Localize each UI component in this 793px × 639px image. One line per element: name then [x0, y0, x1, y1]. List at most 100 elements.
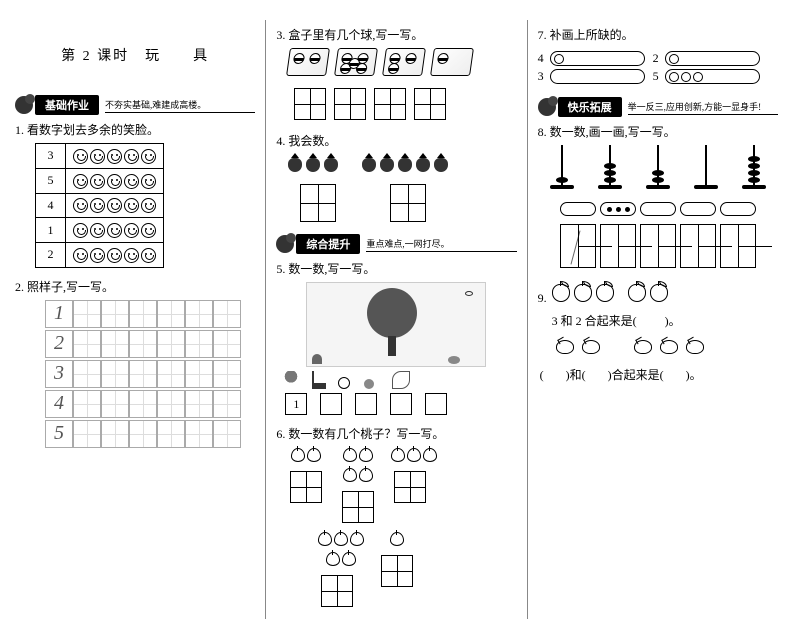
ball-tray	[334, 48, 378, 76]
ball-tray	[286, 48, 330, 76]
apple-icon	[574, 284, 592, 302]
pill-box	[600, 202, 636, 216]
trace-cell	[157, 360, 185, 388]
q2-text: 2. 照样子,写一写。	[15, 278, 255, 295]
section-happy: 快乐拓展 举一反三,应用创新,方能一显身手!	[538, 97, 778, 117]
q1-text: 1. 看数字划去多余的笑脸。	[15, 121, 255, 138]
smile-icon	[90, 149, 105, 164]
answer-box	[390, 184, 426, 222]
person-icon	[276, 235, 294, 253]
bar-row: 5	[653, 69, 760, 84]
answer-box	[300, 184, 336, 222]
trace-cell	[73, 330, 101, 358]
trace-row: 5	[45, 420, 255, 448]
answer-box	[355, 393, 377, 415]
question-7: 7. 补画上所缺的。 43 25	[538, 26, 778, 87]
ball-icon	[388, 63, 401, 74]
ball-icon	[309, 53, 322, 64]
peach-group	[338, 447, 378, 525]
trace-cell	[129, 420, 157, 448]
column-2: 3. 盒子里有几个球,写一写。 4. 我会数。 综合提升 重点难点,一网打尽。 …	[265, 20, 516, 619]
smiles-cell	[66, 168, 164, 193]
peach-icon	[359, 468, 373, 482]
circle-icon	[669, 54, 679, 64]
smiles-cell	[66, 243, 164, 268]
worksheet-page: 第 2 课时 玩 具 基础作业 不夯实基础,难建成高楼。 1. 看数字划去多余的…	[0, 0, 793, 639]
smile-icon	[107, 174, 122, 189]
number-cell: 5	[36, 168, 66, 193]
strawberry-icon	[415, 154, 431, 172]
peach-icon	[390, 532, 404, 546]
apple-icon	[552, 284, 570, 302]
answer-box	[342, 491, 374, 523]
chestnut-icon	[634, 339, 652, 354]
trace-cell	[185, 330, 213, 358]
section-label: 快乐拓展	[558, 97, 622, 117]
trace-row: 3	[45, 360, 255, 388]
pill-box	[640, 202, 676, 216]
peach-icon	[342, 552, 356, 566]
peach-icon	[334, 532, 348, 546]
smile-icon	[124, 248, 139, 263]
circle-bar	[665, 51, 760, 66]
strawberry-icon	[305, 154, 321, 172]
abacus-icon	[692, 145, 720, 195]
question-1: 1. 看数字划去多余的笑脸。 35412	[15, 121, 255, 268]
smile-icon	[107, 223, 122, 238]
peach-icon	[359, 448, 373, 462]
ball-icon	[437, 53, 450, 64]
trace-example: 4	[45, 390, 73, 418]
strawberry-icon	[433, 154, 449, 172]
smile-icon	[124, 174, 139, 189]
apple-icon	[596, 284, 614, 302]
answer-box	[321, 575, 353, 607]
chestnut-icon	[660, 339, 678, 354]
trace-cell	[129, 390, 157, 418]
person-icon	[15, 96, 33, 114]
trace-example: 2	[45, 330, 73, 358]
smile-icon	[141, 223, 156, 238]
circle-icon	[681, 72, 691, 82]
trace-cell	[213, 420, 241, 448]
smile-icon	[107, 248, 122, 263]
answer-box	[720, 224, 756, 268]
bar-row: 3	[538, 69, 645, 84]
chestnut-icon	[686, 339, 704, 354]
trace-cell	[129, 330, 157, 358]
circle-bar	[550, 51, 645, 66]
trace-cell	[101, 300, 129, 328]
peach-icon	[350, 532, 364, 546]
ball-tray	[382, 48, 426, 76]
section-subtitle: 不夯实基础,难建成高楼。	[105, 98, 255, 113]
smile-icon	[124, 149, 139, 164]
trace-cell	[185, 420, 213, 448]
smile-icon	[141, 198, 156, 213]
smile-icon	[124, 223, 139, 238]
column-3: 7. 补画上所缺的。 43 25 快乐拓展 举一反三,应用创新,方能一显身手! …	[527, 20, 778, 619]
smile-icon	[141, 149, 156, 164]
section-basic: 基础作业 不夯实基础,难建成高楼。	[15, 95, 255, 115]
peach-group	[286, 447, 326, 505]
q6-text: 6. 数一数有几个桃子？写一写。	[276, 425, 516, 442]
smile-icon	[141, 174, 156, 189]
trace-cell	[213, 360, 241, 388]
question-5: 5. 数一数,写一写。 1	[276, 260, 516, 415]
bar-number: 4	[538, 51, 550, 66]
page-title: 第 2 课时 玩 具	[15, 45, 255, 65]
trace-cell	[129, 300, 157, 328]
answer-box	[640, 224, 676, 268]
trace-cell	[73, 420, 101, 448]
bird-icon	[392, 371, 410, 389]
abacus-icon	[548, 145, 576, 195]
number-cell: 4	[36, 193, 66, 218]
peach-group	[390, 447, 438, 505]
strawberry-icon	[323, 154, 339, 172]
trace-row: 4	[45, 390, 255, 418]
circle-icon	[669, 72, 679, 82]
trace-row: 1	[45, 300, 255, 328]
section-subtitle: 重点难点,一网打尽。	[366, 237, 516, 252]
abacus-icon	[644, 145, 672, 195]
smile-icon	[90, 223, 105, 238]
q4-text: 4. 我会数。	[276, 132, 516, 149]
peach-icon	[307, 448, 321, 462]
